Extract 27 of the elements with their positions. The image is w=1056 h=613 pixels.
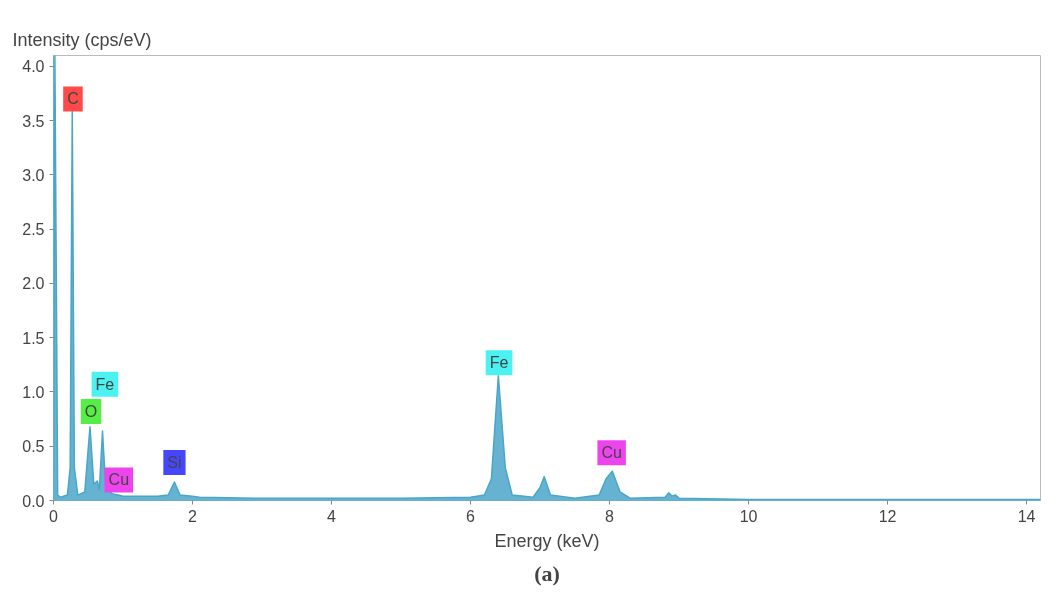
y-tick-label: 3.5 <box>22 112 45 130</box>
annotation: Cu <box>108 471 130 489</box>
y-tick-label: 4.0 <box>22 58 45 76</box>
y-tick-label: 0.0 <box>22 492 45 510</box>
x-tick-label: 14 <box>1017 507 1036 525</box>
x-tick-label: 8 <box>605 507 615 525</box>
annotation: Si <box>167 454 182 472</box>
y-tick-label: 2.0 <box>22 275 45 293</box>
y-tick-label: 1.0 <box>22 383 45 401</box>
annotation: Cu <box>601 444 622 462</box>
x-tick-label: 10 <box>739 507 758 525</box>
x-axis-title: Energy (keV) <box>494 530 600 551</box>
annotation: Fe <box>489 354 509 372</box>
x-tick-label: 0 <box>49 507 59 525</box>
x-tick-label: 12 <box>878 507 897 525</box>
y-tick-label: 1.5 <box>22 329 45 347</box>
annotation: C <box>67 90 79 108</box>
y-tick-label: 2.5 <box>22 221 45 239</box>
text: (a) <box>534 560 560 586</box>
y-axis-title: Intensity (cps/eV) <box>12 29 152 50</box>
y-tick-label: 3.0 <box>22 166 45 184</box>
annotation: Fe <box>95 375 115 393</box>
x-tick-label: 6 <box>466 507 476 525</box>
x-tick-label: 2 <box>188 507 198 525</box>
annotation: O <box>84 403 98 420</box>
y-tick-label: 0.5 <box>22 438 45 456</box>
x-tick-label: 4 <box>327 507 337 525</box>
